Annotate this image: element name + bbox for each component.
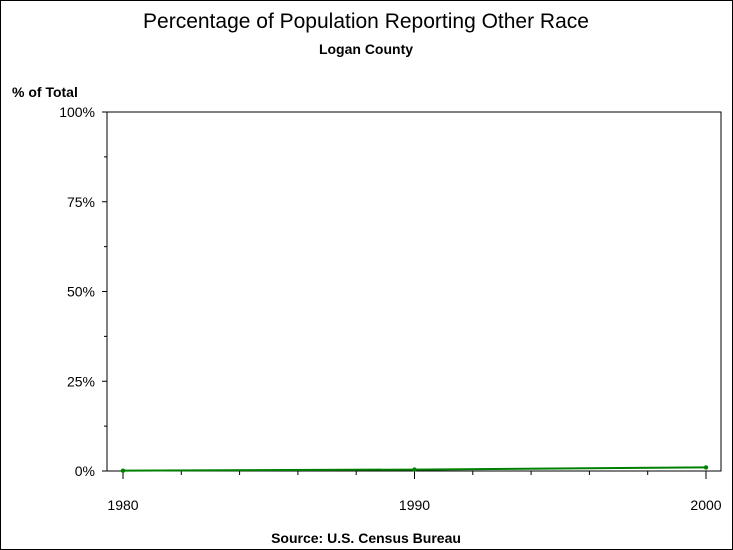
- y-tick-label: 0%: [75, 463, 95, 479]
- data-point: [412, 467, 417, 472]
- chart-title: Percentage of Population Reporting Other…: [143, 10, 589, 33]
- chart-subtitle: Logan County: [319, 41, 413, 57]
- y-tick-label: 50%: [67, 284, 95, 300]
- plot-area: [106, 111, 722, 472]
- chart-footer: Source: U.S. Census Bureau: [271, 530, 461, 546]
- x-tick-label: 1990: [399, 497, 430, 513]
- data-point: [703, 465, 709, 470]
- y-tick-label: 75%: [67, 194, 95, 210]
- x-tick-label: 2000: [690, 497, 721, 513]
- y-axis-label: % of Total: [12, 84, 78, 100]
- y-tick-label: 100%: [59, 104, 95, 120]
- data-point: [120, 468, 126, 473]
- y-tick-label: 25%: [67, 373, 95, 389]
- x-tick-label: 1980: [107, 497, 138, 513]
